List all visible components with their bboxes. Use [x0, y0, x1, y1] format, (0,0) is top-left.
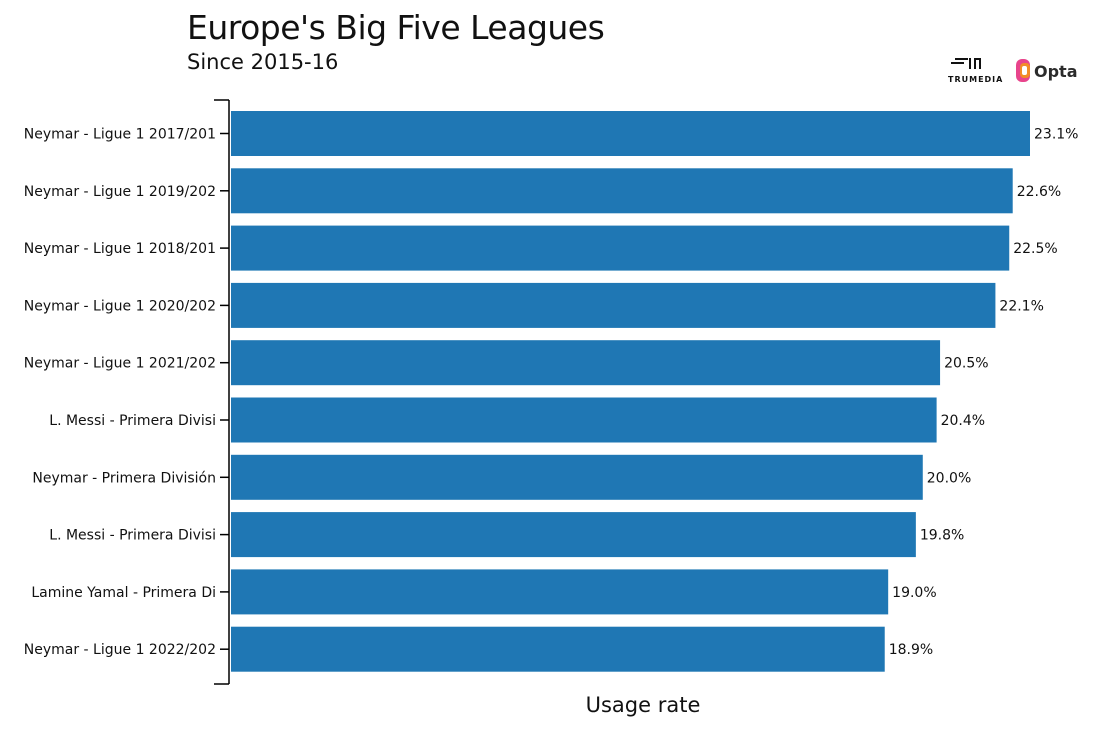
- data-label: 23.1%: [1034, 127, 1078, 143]
- y-tick-label: Neymar - Ligue 1 2019/202: [24, 184, 216, 200]
- opta-logo-icon: Opta: [1016, 59, 1078, 82]
- bar: [231, 397, 937, 443]
- chart-title: Europe's Big Five Leagues: [187, 8, 605, 47]
- y-tick-label: Neymar - Ligue 1 2017/201: [24, 127, 216, 143]
- trumedia-logo-icon: TRUMEDIA: [948, 58, 1003, 84]
- x-axis-label: Usage rate: [586, 693, 701, 717]
- data-label: 22.6%: [1017, 184, 1061, 200]
- bar: [231, 282, 996, 328]
- bar: [231, 225, 1010, 271]
- logo-group: TRUMEDIA Opta: [948, 58, 1078, 84]
- y-tick-label: Neymar - Ligue 1 2021/202: [24, 356, 216, 372]
- data-label: 18.9%: [889, 642, 933, 658]
- opta-logo-text: Opta: [1034, 62, 1078, 81]
- y-tick-label: Neymar - Ligue 1 2018/201: [24, 241, 216, 257]
- data-label: 20.5%: [944, 356, 988, 372]
- bar: [231, 454, 923, 500]
- bar: [231, 111, 1030, 156]
- bar: [231, 168, 1013, 214]
- y-tick-label: L. Messi - Primera Divisi: [49, 528, 216, 544]
- data-label: 20.0%: [927, 470, 971, 486]
- bar: [231, 569, 889, 615]
- data-label: 22.5%: [1013, 241, 1057, 257]
- data-label: 22.1%: [999, 298, 1043, 314]
- y-tick-label: Neymar - Primera División: [32, 470, 216, 486]
- bar: [231, 626, 885, 672]
- data-label: 19.8%: [920, 528, 964, 544]
- data-label: 20.4%: [941, 413, 985, 429]
- data-label: 19.0%: [892, 585, 936, 601]
- chart-subtitle: Since 2015-16: [187, 50, 339, 74]
- y-tick-label: Neymar - Ligue 1 2022/202: [24, 642, 216, 658]
- y-tick-label: L. Messi - Primera Divisi: [49, 413, 216, 429]
- y-tick-label: Lamine Yamal - Primera Di: [31, 585, 216, 601]
- y-tick-label: Neymar - Ligue 1 2020/202: [24, 298, 216, 314]
- bar: [231, 340, 941, 386]
- trumedia-logo-text: TRUMEDIA: [948, 75, 1003, 84]
- bar: [231, 512, 916, 558]
